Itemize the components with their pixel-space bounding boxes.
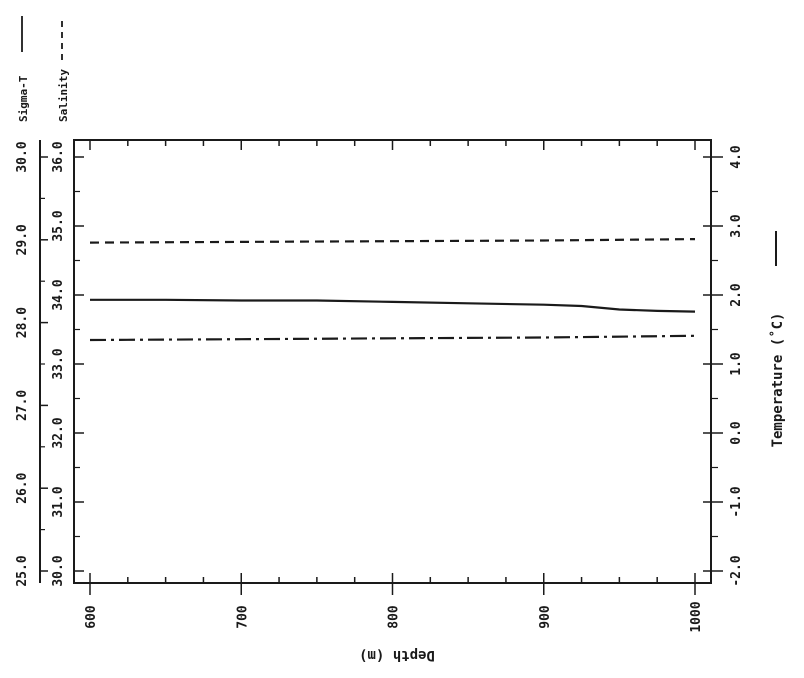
sigma-axis: 25.0 26.0 27.0 28.0 29.0 30.0	[15, 140, 48, 587]
temperature-tick-label: -2.0	[729, 555, 744, 586]
depth-axis: 600 700 800 900 1000	[84, 583, 704, 633]
sigma-tick-label: 25.0	[15, 555, 30, 586]
temperature-tick-label: 1.0	[729, 352, 744, 376]
sigma-tick-label: 26.0	[15, 472, 30, 503]
temperature-axis: -2.0 -1.0 0.0 1.0 2.0 3.0 4.0	[703, 145, 744, 587]
sigma-tick-label: 27.0	[15, 390, 30, 421]
depth-tick-label: 800	[387, 605, 402, 629]
depth-axis-title: Depth (m)	[359, 647, 435, 663]
salinity-tick-label: 30.0	[51, 555, 66, 586]
series-line-salinity	[89, 238, 696, 244]
legend-label-salinity: Salinity	[57, 69, 70, 122]
plot-border	[73, 139, 712, 584]
series-line-sigma-t	[89, 334, 696, 342]
temperature-tick-label: 4.0	[729, 145, 744, 169]
depth-tick-label: 1000	[689, 601, 704, 632]
salinity-tick-label: 34.0	[51, 279, 66, 310]
legend-label-sigma-t: Sigma-T	[17, 75, 30, 122]
temperature-axis-title: Temperature (˚C)	[769, 313, 786, 448]
series-layer	[89, 238, 696, 342]
salinity-axis: 30.0 31.0 32.0 33.0 34.0 35.0 36.0	[51, 140, 84, 587]
depth-tick-label: 900	[538, 605, 553, 629]
sigma-tick-label: 30.0	[15, 141, 30, 172]
salinity-tick-label: 31.0	[51, 486, 66, 517]
salinity-tick-label: 32.0	[51, 417, 66, 448]
temperature-tick-label: 0.0	[729, 421, 744, 445]
temperature-tick-label: 2.0	[729, 283, 744, 307]
temperature-tick-label: 3.0	[729, 214, 744, 238]
salinity-tick-label: 36.0	[51, 141, 66, 172]
plot-frame	[73, 139, 712, 584]
salinity-tick-label: 33.0	[51, 348, 66, 379]
series-line-temperature	[90, 298, 696, 313]
depth-tick-label: 600	[84, 605, 99, 629]
depth-tick-label: 700	[235, 605, 250, 629]
temperature-tick-label: -1.0	[729, 486, 744, 517]
sigma-tick-label: 29.0	[15, 224, 30, 255]
salinity-tick-label: 35.0	[51, 210, 66, 241]
sigma-tick-label: 28.0	[15, 307, 30, 338]
